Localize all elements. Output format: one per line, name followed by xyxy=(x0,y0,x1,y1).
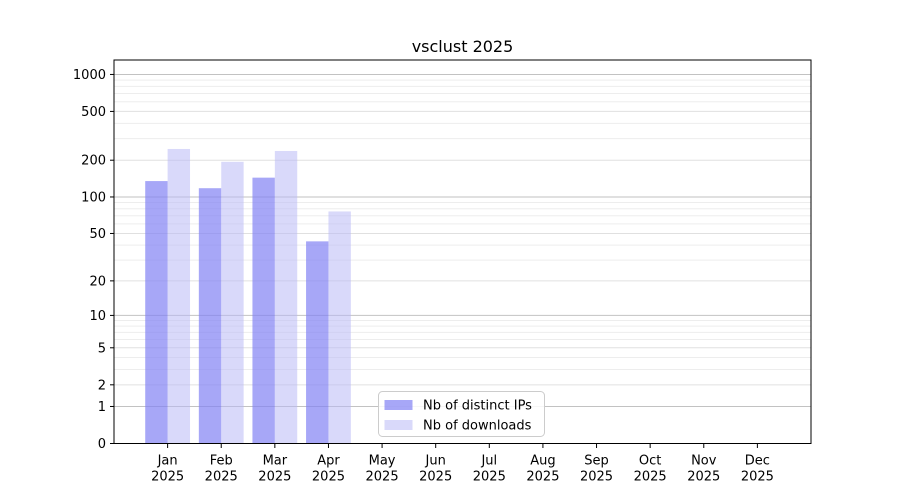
x-tick-label-month: Aug xyxy=(530,454,555,469)
y-tick-label: 200 xyxy=(81,154,106,169)
bars xyxy=(145,148,351,444)
y-tick-label: 2 xyxy=(98,378,106,393)
legend-swatch-distinct-ips xyxy=(384,400,413,410)
axis-ticks xyxy=(110,73,758,448)
bar-downloads xyxy=(221,161,244,444)
x-tick-label-month: Apr xyxy=(317,454,340,469)
x-tick-label-month: Dec xyxy=(745,454,770,469)
x-tick-label-month: Feb xyxy=(210,454,233,469)
x-tick-label-month: May xyxy=(369,454,396,469)
x-tick-label-month: Nov xyxy=(691,454,717,469)
legend: Nb of distinct IPs Nb of downloads xyxy=(378,391,545,437)
x-tick-label-year: 2025 xyxy=(741,470,774,485)
y-tick-label: 50 xyxy=(89,227,106,242)
x-tick-label-year: 2025 xyxy=(258,470,291,485)
x-tick-label-year: 2025 xyxy=(634,470,667,485)
y-tick-label: 1 xyxy=(98,400,106,415)
y-tick-label: 10 xyxy=(89,309,106,324)
y-axis-labels: 0 1 2 5 10 20 50 100 200 500 1000 xyxy=(73,68,106,452)
x-tick-label-year: 2025 xyxy=(151,470,184,485)
bar-distinct-ips xyxy=(145,181,168,444)
x-tick-label-month: Jan xyxy=(157,454,178,469)
y-tick-label: 5 xyxy=(98,341,106,356)
legend-swatch-downloads xyxy=(384,420,413,430)
x-axis-labels: Jan2025Feb2025Mar2025Apr2025May2025Jun20… xyxy=(151,454,774,485)
plot-border xyxy=(113,59,812,444)
y-tick-label: 0 xyxy=(98,437,106,452)
x-tick-label-month: Sep xyxy=(584,454,609,469)
x-tick-label-year: 2025 xyxy=(205,470,238,485)
x-tick-label-year: 2025 xyxy=(419,470,452,485)
y-tick-label: 500 xyxy=(81,105,106,120)
x-tick-label-month: Jun xyxy=(425,454,446,469)
legend-label-distinct-ips: Nb of distinct IPs xyxy=(423,399,532,414)
x-tick-label-year: 2025 xyxy=(580,470,613,485)
x-tick-label-year: 2025 xyxy=(473,470,506,485)
y-tick-label: 100 xyxy=(81,190,106,205)
legend-box xyxy=(378,391,545,437)
x-tick-label-month: Mar xyxy=(263,454,288,469)
bar-distinct-ips xyxy=(198,188,222,444)
y-tick-label: 20 xyxy=(89,274,106,289)
bar-downloads xyxy=(274,150,298,444)
y-tick-label: 1000 xyxy=(73,68,106,83)
x-tick-label-year: 2025 xyxy=(526,470,559,485)
bar-distinct-ips xyxy=(306,241,329,444)
x-tick-label-year: 2025 xyxy=(366,470,399,485)
chart-title: vsclust 2025 xyxy=(412,37,514,56)
bar-downloads xyxy=(328,211,351,444)
x-tick-label-month: Jul xyxy=(480,454,497,469)
x-tick-label-year: 2025 xyxy=(687,470,720,485)
x-tick-label-year: 2025 xyxy=(312,470,345,485)
x-tick-label-month: Oct xyxy=(639,454,661,469)
bar-distinct-ips xyxy=(252,177,275,444)
bar-downloads xyxy=(167,148,191,444)
legend-label-downloads: Nb of downloads xyxy=(423,419,532,434)
